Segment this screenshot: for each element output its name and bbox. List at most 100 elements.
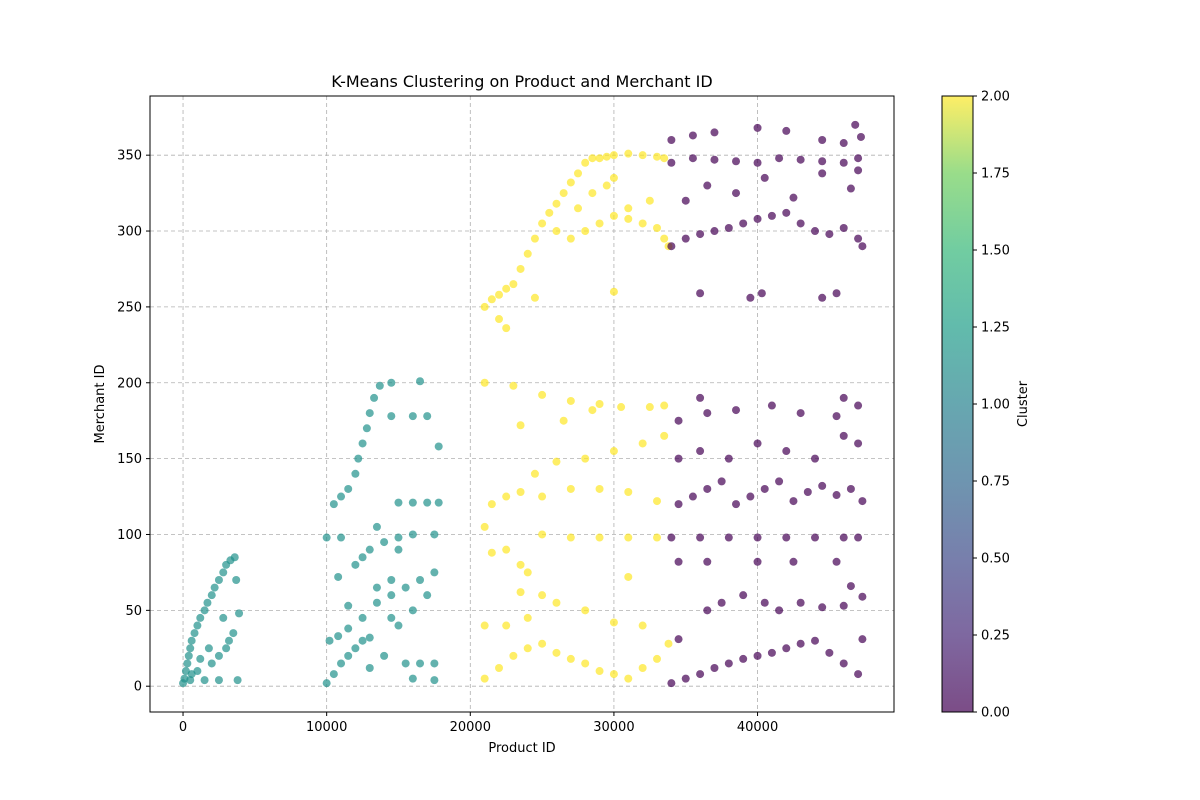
- data-point-cluster-0: [839, 601, 848, 610]
- data-point-cluster-2: [552, 199, 561, 208]
- data-point-cluster-1: [416, 659, 425, 668]
- data-point-cluster-2: [624, 149, 633, 158]
- data-point-cluster-2: [552, 598, 561, 607]
- data-point-cluster-0: [789, 497, 798, 506]
- colorbar-tick-label: 1.50: [981, 244, 1010, 259]
- data-point-cluster-0: [732, 500, 741, 509]
- data-point-cluster-2: [617, 403, 626, 412]
- data-point-cluster-2: [638, 621, 647, 630]
- data-point-cluster-1: [207, 659, 216, 668]
- data-point-cluster-2: [638, 151, 647, 160]
- data-point-cluster-0: [839, 158, 848, 167]
- data-point-cluster-1: [344, 624, 353, 633]
- data-point-cluster-0: [782, 447, 791, 456]
- data-point-cluster-0: [818, 157, 827, 166]
- y-tick-label: 200: [117, 376, 142, 391]
- data-point-cluster-1: [423, 412, 432, 421]
- data-point-cluster-0: [739, 654, 748, 663]
- data-point-cluster-1: [210, 583, 219, 592]
- data-point-cluster-0: [858, 592, 867, 601]
- data-point-cluster-1: [430, 676, 439, 685]
- data-point-cluster-1: [184, 651, 193, 660]
- data-point-cluster-2: [480, 674, 489, 683]
- data-point-cluster-1: [365, 409, 374, 418]
- data-point-cluster-2: [638, 664, 647, 672]
- data-point-cluster-2: [516, 560, 525, 569]
- data-point-cluster-0: [696, 289, 705, 298]
- data-point-cluster-0: [710, 227, 719, 236]
- data-point-cluster-0: [674, 635, 683, 644]
- data-point-cluster-1: [408, 674, 417, 683]
- data-point-cluster-2: [609, 670, 618, 679]
- data-point-cluster-2: [552, 227, 561, 236]
- data-point-cluster-2: [588, 406, 597, 415]
- data-point-cluster-2: [502, 492, 511, 501]
- data-point-cluster-2: [516, 488, 525, 496]
- data-point-cluster-0: [710, 664, 719, 672]
- data-point-cluster-1: [219, 613, 228, 622]
- data-point-cluster-2: [502, 324, 511, 333]
- data-point-cluster-0: [839, 224, 848, 232]
- data-point-cluster-2: [624, 214, 633, 223]
- data-point-cluster-1: [387, 576, 396, 584]
- data-point-cluster-0: [854, 533, 863, 542]
- data-point-cluster-1: [408, 606, 417, 615]
- data-point-cluster-2: [609, 211, 618, 220]
- data-point-cluster-0: [667, 158, 676, 167]
- data-point-cluster-1: [186, 676, 195, 685]
- data-point-cluster-1: [214, 676, 223, 685]
- data-point-cluster-0: [858, 242, 867, 251]
- data-point-cluster-2: [595, 533, 604, 542]
- data-point-cluster-1: [365, 664, 374, 672]
- data-point-cluster-0: [696, 670, 705, 679]
- data-point-cluster-1: [200, 676, 209, 685]
- data-point-cluster-0: [796, 219, 805, 228]
- data-point-cluster-0: [674, 557, 683, 566]
- data-point-cluster-0: [796, 598, 805, 607]
- data-point-cluster-0: [782, 533, 791, 542]
- data-point-cluster-1: [358, 553, 367, 562]
- data-point-cluster-2: [523, 644, 532, 653]
- data-point-cluster-2: [487, 548, 496, 557]
- data-point-cluster-2: [566, 178, 575, 187]
- data-point-cluster-1: [351, 469, 360, 478]
- data-point-cluster-2: [502, 284, 511, 293]
- data-point-cluster-0: [839, 659, 848, 668]
- y-tick-label: 150: [117, 452, 142, 467]
- data-point-cluster-0: [760, 598, 769, 607]
- data-point-cluster-2: [595, 219, 604, 228]
- data-point-cluster-2: [609, 287, 618, 296]
- data-point-cluster-0: [818, 169, 827, 178]
- data-point-cluster-2: [538, 390, 547, 399]
- data-point-cluster-2: [602, 181, 611, 190]
- data-point-cluster-2: [624, 533, 633, 542]
- data-point-cluster-1: [370, 393, 379, 402]
- data-point-cluster-0: [667, 679, 676, 688]
- data-point-cluster-0: [789, 193, 798, 202]
- data-point-cluster-2: [530, 469, 539, 478]
- data-point-cluster-0: [839, 533, 848, 542]
- data-point-cluster-2: [581, 454, 590, 463]
- data-point-cluster-2: [574, 204, 583, 213]
- data-point-cluster-0: [724, 454, 733, 463]
- data-point-cluster-1: [196, 654, 205, 663]
- data-point-cluster-2: [581, 227, 590, 236]
- data-point-cluster-1: [394, 621, 403, 630]
- data-point-cluster-2: [638, 219, 647, 228]
- data-point-cluster-2: [624, 674, 633, 683]
- data-point-cluster-2: [552, 457, 561, 466]
- data-point-cluster-2: [660, 431, 669, 440]
- data-point-cluster-0: [767, 211, 776, 220]
- data-point-cluster-1: [224, 636, 233, 645]
- data-point-cluster-1: [207, 591, 216, 600]
- data-point-cluster-1: [329, 500, 338, 509]
- data-point-cluster-2: [538, 219, 547, 228]
- data-point-cluster-0: [775, 477, 784, 486]
- data-point-cluster-1: [372, 522, 381, 531]
- y-axis: 0 50 100 150 200 250 300 350: [117, 149, 150, 695]
- data-point-cluster-0: [739, 591, 748, 600]
- data-point-cluster-1: [334, 572, 343, 581]
- data-point-cluster-1: [380, 651, 389, 660]
- data-point-cluster-0: [732, 406, 741, 415]
- data-point-cluster-2: [664, 639, 673, 648]
